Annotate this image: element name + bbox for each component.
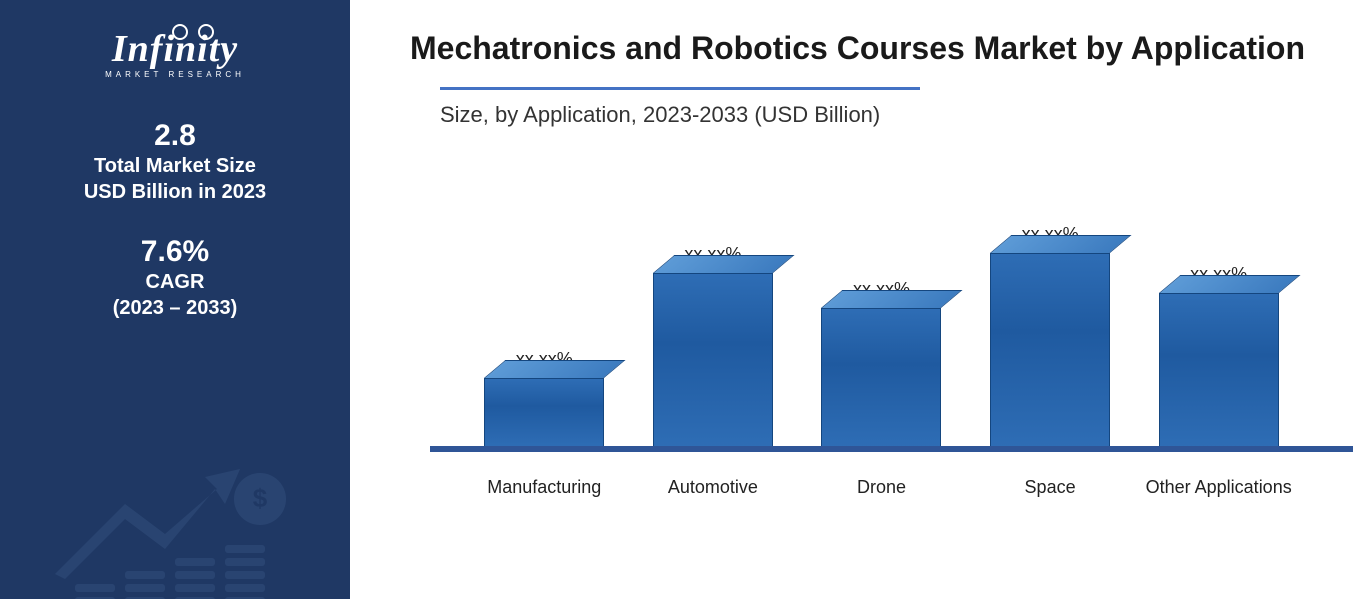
bar-3d <box>1159 293 1279 448</box>
cagr-label2: (2023 – 2033) <box>113 295 238 321</box>
bar-chart: xx.xx%xx.xx%xx.xx%xx.xx%xx.xx% Manufactu… <box>440 168 1323 508</box>
bar-column: xx.xx% <box>970 224 1130 448</box>
x-axis-label: Other Applications <box>1139 477 1299 498</box>
sidebar-panel: Infinity MARKET RESEARCH 2.8 Total Marke… <box>0 0 350 599</box>
bar-column: xx.xx% <box>801 279 961 448</box>
bar-column: xx.xx% <box>464 349 624 448</box>
market-size-label2: USD Billion in 2023 <box>84 179 266 205</box>
cagr-value: 7.6% <box>113 235 238 269</box>
x-axis-label: Automotive <box>633 477 793 498</box>
market-size-label1: Total Market Size <box>84 153 266 179</box>
chart-subtitle: Size, by Application, 2023-2033 (USD Bil… <box>440 102 1323 128</box>
market-size-stat: 2.8 Total Market Size USD Billion in 202… <box>84 119 266 205</box>
subtitle-block: Size, by Application, 2023-2033 (USD Bil… <box>440 87 1323 128</box>
subtitle-rule <box>440 87 920 90</box>
bar-column: xx.xx% <box>1139 264 1299 448</box>
cagr-label1: CAGR <box>113 269 238 295</box>
x-axis-label: Space <box>970 477 1130 498</box>
cagr-stat: 7.6% CAGR (2023 – 2033) <box>113 235 238 321</box>
bar-3d <box>821 308 941 448</box>
chart-title: Mechatronics and Robotics Courses Market… <box>410 30 1323 67</box>
brand-name: Infinity <box>112 30 238 68</box>
bar-3d <box>484 378 604 448</box>
svg-text:$: $ <box>253 483 268 513</box>
chart-baseline <box>430 446 1353 452</box>
x-axis-label: Drone <box>801 477 961 498</box>
main-panel: Mechatronics and Robotics Courses Market… <box>350 0 1363 599</box>
bar-3d <box>990 253 1110 448</box>
brand-tagline: MARKET RESEARCH <box>75 70 275 79</box>
x-axis-label: Manufacturing <box>464 477 624 498</box>
bar-column: xx.xx% <box>633 244 793 448</box>
brand-logo: Infinity MARKET RESEARCH <box>75 30 275 79</box>
bar-3d <box>653 273 773 448</box>
market-size-value: 2.8 <box>84 119 266 153</box>
growth-chart-icon: $ <box>45 449 305 599</box>
